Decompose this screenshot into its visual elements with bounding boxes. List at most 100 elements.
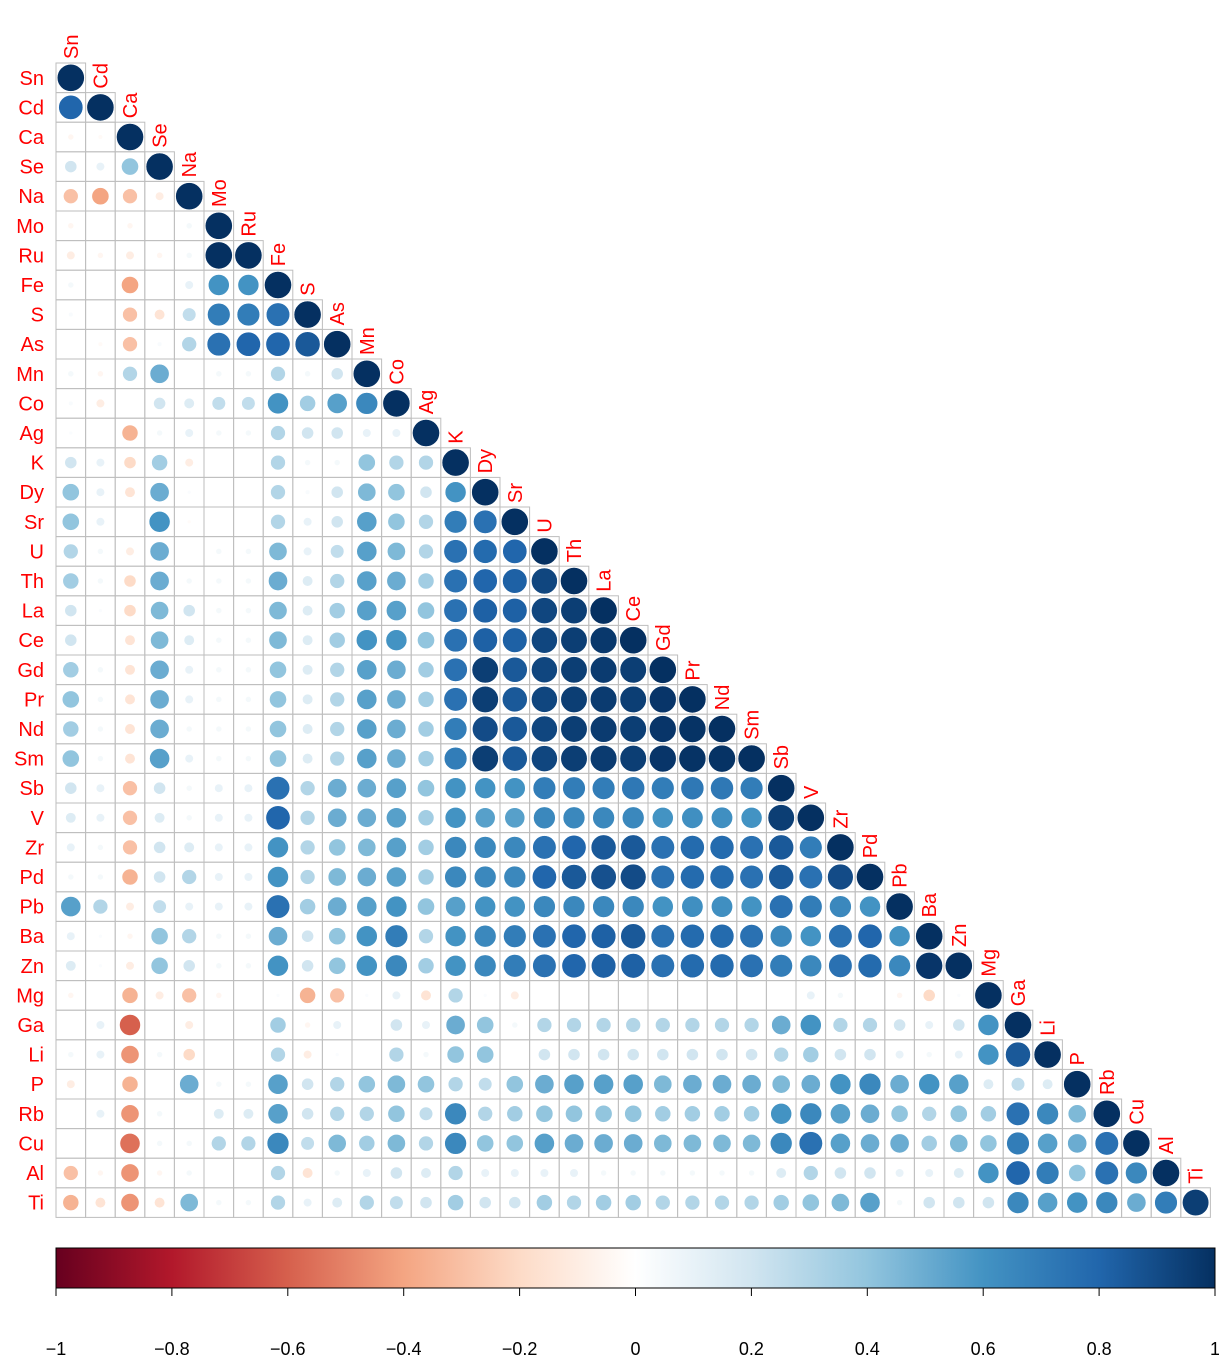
grid-cell [85, 269, 116, 301]
corr-circle-al-al [1152, 1159, 1180, 1187]
corr-circle-pd-ce [619, 863, 647, 891]
corr-circle-gd-dy [471, 656, 499, 684]
corr-circle-la-se [150, 601, 170, 621]
corr-circle-ti-cu [1126, 1192, 1147, 1213]
corr-circle-gd-la [589, 656, 618, 684]
corr-circle-s-mo [207, 302, 231, 327]
corr-circle-ti-al [1154, 1190, 1178, 1215]
corr-circle-p-pd [858, 1072, 882, 1096]
column-label-mn: Mn [357, 327, 379, 355]
corr-circle-ca-sn [67, 133, 75, 141]
corr-circle-pd-mo [214, 872, 224, 882]
grid-cell [351, 1009, 383, 1041]
corr-circle-al-sb [775, 1167, 787, 1179]
corr-circle-rb-co [387, 1104, 406, 1123]
corr-circle-cu-mo [211, 1135, 227, 1152]
corr-circle-nd-s [302, 723, 314, 735]
corr-circle-mg-ca [121, 987, 139, 1004]
corr-circle-zn-k [444, 954, 467, 977]
corr-circle-ce-s [302, 634, 314, 646]
corr-circle-ga-ce [625, 1017, 641, 1033]
corr-circle-as-as [323, 330, 352, 359]
colorbar-tick-label: −0.8 [154, 1339, 190, 1359]
corr-circle-li-zn [954, 1049, 964, 1060]
corr-circle-p-zr [829, 1073, 852, 1096]
corr-circle-rb-ba [921, 1106, 937, 1122]
corr-circle-sr-k [443, 510, 468, 534]
corr-circle-rb-zr [830, 1103, 851, 1125]
corr-circle-ce-ce [619, 626, 648, 655]
column-label-na: Na [179, 151, 201, 177]
corr-circle-li-fe [270, 1046, 286, 1063]
row-label-cd: Cd [18, 97, 44, 119]
corr-circle-ce-u [531, 626, 558, 654]
corr-circle-sb-sn [64, 781, 78, 795]
corr-circle-s-na [182, 307, 197, 322]
corr-circle-cu-na [185, 1140, 193, 1147]
corr-circle-mn-mo [215, 370, 223, 378]
corr-circle-ga-zr [832, 1017, 849, 1033]
corr-circle-cu-ru [240, 1135, 257, 1152]
corr-circle-zr-fe [267, 836, 289, 859]
corr-circle-co-na [183, 397, 195, 409]
row-label-sm: Sm [14, 749, 44, 771]
corr-circle-ag-co [391, 428, 402, 438]
corr-circle-u-mo [215, 548, 223, 555]
corr-circle-la-sn [64, 604, 78, 617]
corr-circle-ag-na [184, 428, 194, 438]
corr-circle-p-ga [1010, 1077, 1026, 1092]
corr-circle-sb-ru [243, 783, 253, 793]
column-label-sb: Sb [771, 745, 793, 769]
corr-circle-rb-mn [359, 1106, 375, 1122]
corr-circle-p-s [301, 1077, 314, 1091]
colorbar-tick-label: 1 [1210, 1339, 1219, 1359]
corr-circle-al-as [333, 1169, 341, 1177]
corr-circle-th-u [531, 567, 558, 595]
corr-circle-zn-pr [680, 953, 705, 979]
corr-circle-cu-pd [860, 1133, 880, 1154]
corr-circle-sb-la [591, 776, 616, 800]
corr-circle-ag-ca [121, 424, 139, 442]
corr-circle-sr-cd [95, 517, 105, 527]
corr-circle-gd-gd [648, 655, 677, 684]
corr-circle-v-k [444, 806, 467, 829]
column-label-v: V [801, 785, 823, 799]
corr-circle-rb-u [535, 1104, 554, 1123]
row-label-ru: Ru [18, 245, 44, 267]
corr-circle-zr-gd [650, 835, 675, 860]
corr-circle-v-sr [504, 807, 526, 829]
grid-cell [233, 476, 264, 508]
corr-circle-zr-sb [768, 834, 795, 861]
row-label-zn: Zn [21, 956, 44, 978]
corr-circle-ba-nd [709, 923, 735, 949]
corr-circle-li-na [182, 1048, 196, 1061]
corr-circle-ti-pd [859, 1192, 881, 1213]
corr-circle-ba-mo [215, 932, 223, 940]
corr-circle-th-mn [356, 570, 378, 592]
corr-circle-nd-fe [269, 720, 287, 738]
corr-circle-ti-u [536, 1194, 553, 1211]
corr-circle-pb-u [533, 895, 556, 918]
corr-circle-cu-mg [979, 1134, 998, 1153]
corr-circle-la-s [302, 605, 314, 617]
corr-circle-pb-ce [621, 895, 645, 918]
row-label-mn: Mn [16, 364, 44, 386]
corr-circle-pd-la [590, 863, 617, 891]
corr-circle-ce-na [183, 634, 195, 646]
corr-circle-ba-s [301, 929, 314, 943]
corr-circle-nd-gd [649, 715, 677, 743]
corr-circle-zr-sr [503, 836, 527, 859]
corr-circle-al-ga [1005, 1160, 1031, 1186]
grid-cell [499, 1039, 531, 1070]
column-label-se: Se [150, 123, 172, 147]
corr-circle-sb-th [562, 776, 586, 800]
corr-circle-sr-fe [270, 514, 286, 530]
corr-circle-pb-zr [829, 895, 852, 918]
corr-circle-pb-cd [92, 898, 109, 915]
corr-circle-sm-ag [417, 750, 435, 767]
corr-circle-ti-s [303, 1197, 313, 1208]
corr-circle-ba-ce [620, 923, 647, 950]
corr-circle-mn-as [330, 367, 344, 381]
corr-circle-k-sn [64, 456, 78, 469]
grid-cell [233, 506, 264, 538]
